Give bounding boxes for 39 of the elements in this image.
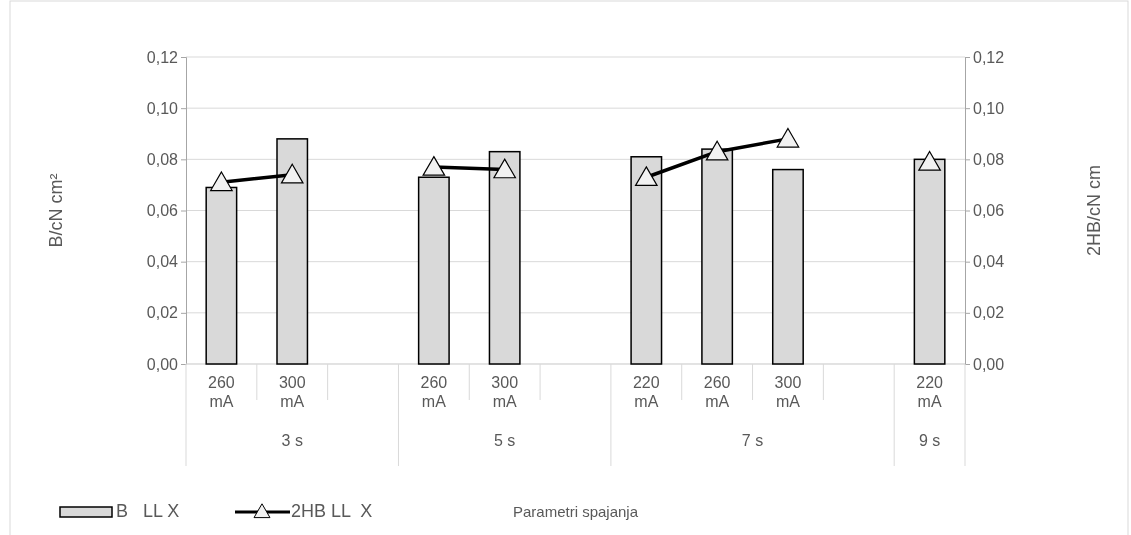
y2-tick-label: 0,10 xyxy=(973,99,1005,117)
y-tick-label: 0,02 xyxy=(146,304,179,322)
y-tick-label: 0,10 xyxy=(146,99,179,117)
point xyxy=(918,150,941,171)
point xyxy=(776,127,800,148)
y2-tick-label: 0,00 xyxy=(973,355,1005,373)
y2-tick-label: 0,02 xyxy=(973,304,1005,322)
y2-axis-title: 2HB/cN cm xyxy=(1084,164,1104,257)
y2-tick-label: 0,06 xyxy=(973,202,1005,220)
point xyxy=(634,166,658,187)
x-tick-label: 260 mA xyxy=(208,374,235,410)
text: 9 s xyxy=(918,432,941,449)
point xyxy=(210,171,233,192)
y-tick-label: 0,00 xyxy=(146,355,179,373)
y2-tick-label: 0,12 xyxy=(973,48,1005,66)
x-tick-label: 220 mA xyxy=(916,374,944,410)
text: 5 s xyxy=(494,432,516,449)
x-tick-label: 220 mA xyxy=(632,374,660,410)
point xyxy=(493,158,517,179)
text: 3 s xyxy=(281,432,303,449)
point xyxy=(422,156,446,176)
y-axis-title: B/cN cm² xyxy=(46,173,66,248)
x-tick-label: 300 mA xyxy=(491,374,519,410)
y2-tick-label: 0,04 xyxy=(973,253,1005,271)
x-tick-label: 260 mA xyxy=(420,374,448,410)
point xyxy=(280,163,304,184)
legend-label: B LL X xyxy=(116,501,180,521)
legend-label: 2HB LL X xyxy=(291,501,373,521)
y-tick-label: 0,08 xyxy=(146,150,179,168)
x-tick-label: 300 mA xyxy=(278,374,306,410)
y2-tick-label: 0,08 xyxy=(973,150,1005,168)
point xyxy=(705,140,729,161)
y-tick-label: 0,06 xyxy=(146,202,179,220)
y-tick-label: 0,04 xyxy=(146,253,179,271)
x-tick-label: 260 mA xyxy=(703,374,731,410)
x-tick-label: 300 mA xyxy=(774,374,802,410)
text: 7 s xyxy=(741,432,764,449)
text: Parametri spajanja xyxy=(512,503,639,520)
y-tick-label: 0,12 xyxy=(146,48,179,66)
